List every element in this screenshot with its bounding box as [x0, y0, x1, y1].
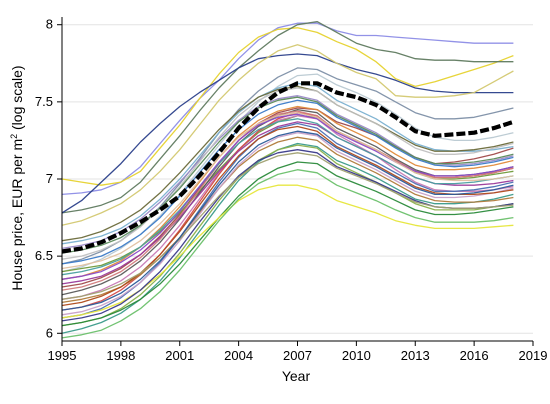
highlight-series-line	[61, 81, 515, 254]
series-line	[61, 152, 514, 300]
series-line	[61, 115, 514, 300]
series-line	[61, 110, 514, 291]
series-line	[61, 22, 514, 196]
x-tick-label: 2016	[460, 348, 489, 363]
axis-layer: 6 6.5 7 7.5 8 1995 1998 2001 2004 2007 2010 2013 201…	[35, 17, 548, 363]
series-line	[61, 136, 514, 304]
series-line	[61, 132, 514, 316]
series-line	[61, 130, 514, 311]
x-tick-label: 2004	[224, 348, 253, 363]
series-line	[61, 99, 514, 265]
x-tick-label: 2001	[165, 348, 194, 363]
y-tick-label: 6	[46, 325, 53, 340]
x-tick-label: 2019	[519, 348, 548, 363]
x-axis-title: Year	[282, 368, 311, 384]
series-layer	[61, 20, 514, 339]
series-line	[61, 96, 514, 254]
series-line	[61, 169, 514, 339]
series-line	[61, 113, 514, 280]
series-line	[61, 20, 514, 214]
series-line	[61, 144, 514, 327]
series-line	[61, 82, 514, 245]
series-line	[61, 53, 514, 214]
series-line	[61, 44, 514, 226]
series-line	[61, 27, 514, 186]
y-axis-title-superscript: 2	[9, 134, 19, 139]
y-tick-label: 7	[46, 171, 53, 186]
y-tick-label: 8	[46, 17, 53, 32]
y-axis-title: House price, EUR per m2 (log scale)	[9, 65, 25, 290]
x-tick-label: 2010	[342, 348, 371, 363]
y-axis-title-suffix: (log scale)	[9, 65, 25, 133]
highlight-layer	[61, 81, 515, 254]
y-tick-label: 7.5	[35, 94, 53, 109]
x-tick-label: 2007	[283, 348, 312, 363]
x-tick-label: 1998	[106, 348, 135, 363]
y-tick-label: 6.5	[35, 248, 53, 263]
x-tick-label: 2013	[401, 348, 430, 363]
series-line	[61, 112, 514, 270]
y-axis-title-main: House price, EUR per m	[9, 139, 25, 291]
series-line	[61, 118, 514, 276]
x-tick-label: 1995	[48, 348, 77, 363]
series-line	[61, 161, 514, 327]
series-line	[61, 85, 514, 242]
